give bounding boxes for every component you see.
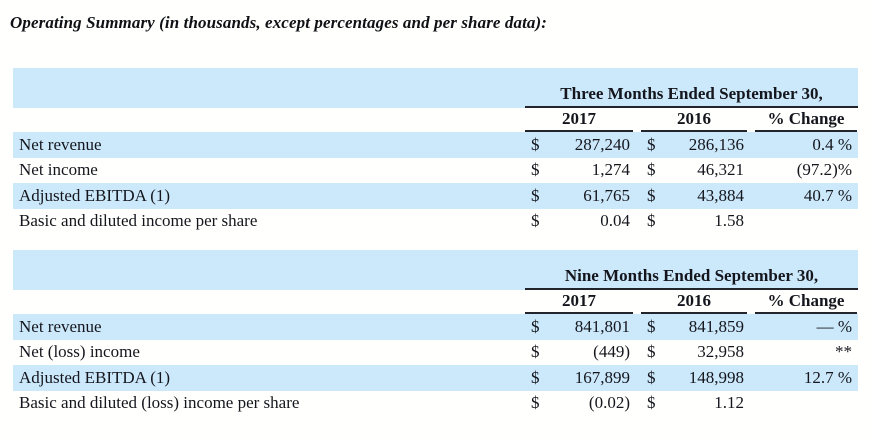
dollar-sign: $ [647,342,656,362]
row-label: Net (loss) income [19,342,140,362]
period-header-three-months: Three Months Ended September 30, [525,68,858,108]
spacer [633,108,641,132]
cell-2016: $ 286,136 [641,135,747,155]
row-label: Net revenue [19,134,102,154]
table-row: Net (loss) income $ (449) $ 32,958 ** [13,340,858,366]
spacer [13,108,525,132]
value-2016: 1.58 [714,211,744,231]
three-months-table: Three Months Ended September 30, 2017 20… [13,68,858,234]
dollar-sign: $ [531,185,540,205]
value-2017: 287,240 [574,134,630,154]
dollar-sign: $ [531,211,540,231]
cell-2016: $ 46,321 [641,160,747,180]
row-label: Basic and diluted income per share [19,211,258,231]
dollar-sign: $ [647,316,656,336]
row-label: Basic and diluted (loss) income per shar… [19,393,300,413]
cell-2017: $ (449) [525,342,633,362]
dollar-sign: $ [531,393,540,413]
value-2016: 1.12 [714,393,744,413]
value-change: 12.7 % [803,367,852,387]
period-header-nine-months: Nine Months Ended September 30, [525,250,858,290]
table-row: Net revenue $ 287,240 $ 286,136 0.4 % [13,132,858,158]
page-title: Operating Summary (in thousands, except … [10,13,548,32]
dollar-sign: $ [647,160,656,180]
dollar-sign: $ [531,160,540,180]
dollar-sign: $ [531,342,540,362]
cell-2017: $ 841,801 [525,317,633,337]
value-2016: 46,321 [697,160,744,180]
cell-2017: $ 167,899 [525,368,633,388]
value-2016: 841,859 [688,316,744,336]
nine-months-table: Nine Months Ended September 30, 2017 201… [13,250,858,416]
cell-2016: $ 1.58 [641,211,747,231]
value-2017: 61,765 [583,185,630,205]
value-2017: 167,899 [574,367,630,387]
cell-2016: $ 841,859 [641,317,747,337]
column-header-change: % Change [755,108,857,132]
row-label: Adjusted EBITDA (1) [19,185,171,205]
value-2017: 1,274 [591,160,630,180]
cell-2017: $ 0.04 [525,211,633,231]
value-2017: 0.04 [600,211,630,231]
spacer [633,290,641,314]
cell-2017: $ (0.02) [525,393,633,413]
table-row: Net revenue $ 841,801 $ 841,859 — % [13,314,858,340]
column-header-2016: 2016 [641,290,747,314]
table-row: Adjusted EBITDA (1) $ 61,765 $ 43,884 40… [13,183,858,209]
dollar-sign: $ [647,134,656,154]
table-row: Net income $ 1,274 $ 46,321 (97.2)% [13,158,858,184]
value-2016: 32,958 [697,342,744,362]
column-header-2017: 2017 [525,108,633,132]
value-2017: (0.02) [588,393,630,413]
cell-2017: $ 287,240 [525,135,633,155]
value-change: ** [835,342,852,362]
table-row: Basic and diluted (loss) income per shar… [13,391,858,417]
row-label: Net revenue [19,316,102,336]
cell-2017: $ 61,765 [525,186,633,206]
value-change: 40.7 % [803,185,852,205]
value-change: — % [816,316,852,336]
cell-2016: $ 148,998 [641,368,747,388]
value-change: 0.4 % [812,134,852,154]
row-label: Net income [19,160,98,180]
spacer [747,108,755,132]
dollar-sign: $ [647,393,656,413]
spacer [747,290,755,314]
dollar-sign: $ [647,185,656,205]
value-change: (97.2)% [796,160,852,180]
period-header-row: Three Months Ended September 30, [13,68,858,108]
column-header-2016: 2016 [641,108,747,132]
dollar-sign: $ [647,211,656,231]
table-row: Adjusted EBITDA (1) $ 167,899 $ 148,998 … [13,365,858,391]
cell-2017: $ 1,274 [525,160,633,180]
cell-2016: $ 43,884 [641,186,747,206]
column-header-row: 2017 2016 % Change [13,290,858,314]
value-2017: (449) [593,342,630,362]
column-header-2017: 2017 [525,290,633,314]
dollar-sign: $ [647,367,656,387]
column-header-change: % Change [755,290,857,314]
dollar-sign: $ [531,316,540,336]
row-label: Adjusted EBITDA (1) [19,367,171,387]
value-2016: 148,998 [688,367,744,387]
table-row: Basic and diluted income per share $ 0.0… [13,209,858,235]
dollar-sign: $ [531,367,540,387]
cell-2016: $ 32,958 [641,342,747,362]
value-2016: 43,884 [697,185,744,205]
value-2017: 841,801 [574,316,630,336]
dollar-sign: $ [531,134,540,154]
column-header-row: 2017 2016 % Change [13,108,858,132]
value-2016: 286,136 [688,134,744,154]
spacer [13,290,525,314]
period-header-row: Nine Months Ended September 30, [13,250,858,290]
cell-2016: $ 1.12 [641,393,747,413]
